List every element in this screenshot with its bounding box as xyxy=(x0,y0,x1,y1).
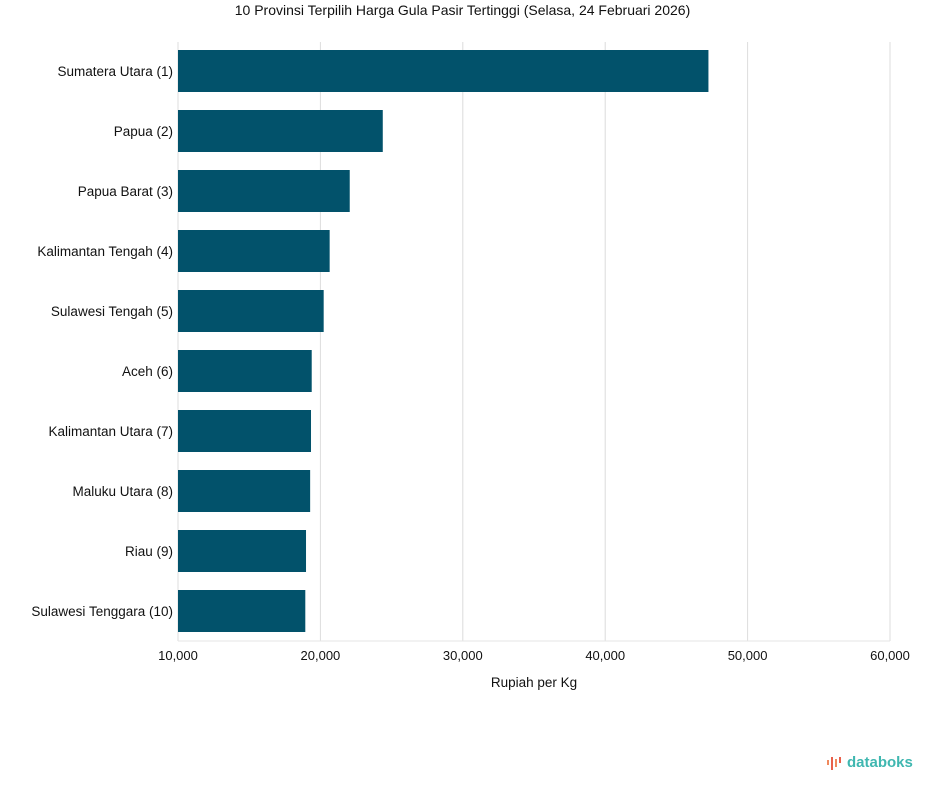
bar xyxy=(178,410,312,452)
databoks-logo: databoks xyxy=(826,754,913,771)
x-tick-label: 30,000 xyxy=(443,648,483,663)
bar xyxy=(178,170,350,212)
category-label: Papua Barat (3) xyxy=(78,184,173,199)
bar xyxy=(178,590,306,632)
bar xyxy=(178,530,307,572)
bar-chart: 10,000 20,000 30,000 40,000 50,000 60,000 Suma… xyxy=(31,42,910,663)
x-axis-label: Rupiah per Kg xyxy=(490,675,578,690)
category-label: Sulawesi Tengah (5) xyxy=(51,304,173,319)
category-label: Maluku Utara (8) xyxy=(72,484,173,499)
bar xyxy=(178,230,330,272)
category-label: Papua (2) xyxy=(114,124,173,139)
chart-title: 10 Provinsi Terpilih Harga Gula Pasir Te… xyxy=(234,2,691,18)
x-tick-label: 20,000 xyxy=(301,648,341,663)
logo-icon xyxy=(827,756,841,770)
category-label: Sumatera Utara (1) xyxy=(57,64,173,79)
category-label: Aceh (6) xyxy=(122,364,173,379)
category-label: Kalimantan Tengah (4) xyxy=(37,244,173,259)
x-tick-label: 60,000 xyxy=(870,648,910,663)
bar xyxy=(178,50,709,92)
logo-text: databoks xyxy=(847,754,913,771)
bar xyxy=(178,350,312,392)
bar xyxy=(178,110,383,152)
category-label: Sulawesi Tenggara (10) xyxy=(31,604,173,619)
bar xyxy=(178,290,324,332)
x-tick-label: 50,000 xyxy=(728,648,768,663)
x-tick-label: 40,000 xyxy=(585,648,625,663)
category-label: Riau (9) xyxy=(125,544,173,559)
category-label: Kalimantan Utara (7) xyxy=(48,424,173,439)
bar xyxy=(178,470,311,512)
x-tick-label: 10,000 xyxy=(158,648,198,663)
